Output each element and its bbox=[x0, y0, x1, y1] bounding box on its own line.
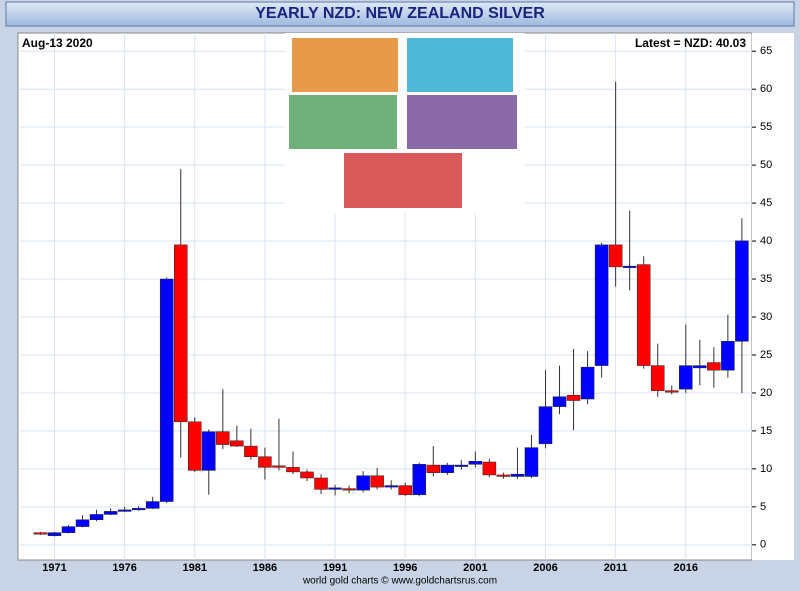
candle-body bbox=[159, 278, 174, 502]
footer: world gold charts © www.goldchartsrus.co… bbox=[302, 576, 497, 587]
x-tick-label: 2001 bbox=[463, 562, 487, 574]
candle-body bbox=[679, 365, 693, 390]
candle-body bbox=[300, 471, 314, 479]
x-tick-label: 1991 bbox=[323, 562, 347, 574]
candle-body bbox=[650, 365, 665, 391]
candle-body bbox=[89, 514, 104, 521]
candle-body bbox=[33, 532, 48, 535]
candle-body bbox=[482, 461, 497, 476]
y-tick-label: 35 bbox=[760, 273, 772, 285]
y-tick-label: 65 bbox=[760, 45, 772, 57]
candle-body bbox=[370, 475, 384, 488]
y-tick-label: 20 bbox=[760, 387, 772, 399]
candle-body bbox=[103, 511, 118, 515]
y-tick-label: 55 bbox=[760, 121, 772, 133]
candle-body bbox=[721, 341, 735, 371]
candle-body bbox=[426, 464, 441, 473]
y-tick-label: 15 bbox=[760, 425, 772, 437]
candle-body bbox=[117, 509, 132, 512]
candle-body bbox=[622, 265, 637, 268]
x-tick-label: 2016 bbox=[674, 562, 698, 574]
axis-area bbox=[752, 33, 794, 560]
candle-body bbox=[594, 244, 609, 366]
banknotes bbox=[285, 33, 525, 213]
candle-body bbox=[272, 465, 286, 468]
latest-label: Latest = NZD: 40.03 bbox=[635, 36, 746, 50]
candle-body bbox=[707, 362, 721, 371]
candle-body bbox=[566, 394, 581, 401]
candle-body bbox=[131, 508, 146, 511]
x-tick-label: 2006 bbox=[533, 562, 557, 574]
candle-body bbox=[384, 485, 398, 488]
candle-body bbox=[580, 366, 595, 400]
candle-body bbox=[61, 526, 76, 533]
candle-body bbox=[454, 464, 469, 467]
candle-body bbox=[510, 473, 525, 477]
candle-body bbox=[216, 431, 230, 445]
candle-body bbox=[552, 396, 567, 407]
x-tick-label: 1996 bbox=[393, 562, 417, 574]
candle-body bbox=[328, 487, 342, 490]
candle-body bbox=[286, 467, 300, 473]
x-tick-label: 1986 bbox=[253, 562, 277, 574]
candles bbox=[33, 81, 749, 537]
x-tick-label: 1981 bbox=[183, 562, 207, 574]
candle-body bbox=[244, 445, 258, 457]
x-tick-label: 1976 bbox=[112, 562, 136, 574]
candle-body bbox=[636, 264, 651, 366]
candle-body bbox=[398, 485, 412, 495]
candle-body bbox=[188, 421, 202, 471]
candle-body bbox=[314, 477, 328, 490]
y-tick-label: 40 bbox=[760, 235, 772, 247]
grid bbox=[18, 33, 752, 560]
candle-body bbox=[202, 431, 216, 471]
y-tick-label: 5 bbox=[760, 501, 766, 513]
candle-body bbox=[356, 475, 370, 491]
y-tick-label: 0 bbox=[760, 539, 766, 551]
candle-body bbox=[47, 532, 62, 536]
date-label: Aug-13 2020 bbox=[22, 36, 93, 50]
y-tick-label: 25 bbox=[760, 349, 772, 361]
candle-body bbox=[173, 244, 188, 423]
candle-body bbox=[608, 244, 623, 268]
candle-body bbox=[75, 519, 90, 527]
y-tick-label: 60 bbox=[760, 83, 772, 95]
candle-body bbox=[412, 464, 426, 495]
title-bar bbox=[5, 1, 795, 27]
y-tick-label: 45 bbox=[760, 197, 772, 209]
candle-body bbox=[538, 406, 553, 445]
candle-body bbox=[230, 440, 244, 447]
chart-title: YEARLY NZD: NEW ZEALAND SILVER bbox=[255, 5, 545, 22]
y-tick-label: 50 bbox=[760, 159, 772, 171]
x-tick-label: 1971 bbox=[42, 562, 66, 574]
candle-body bbox=[258, 456, 272, 468]
candle-body bbox=[440, 464, 455, 473]
candle-body bbox=[735, 240, 749, 342]
candle-body bbox=[145, 501, 160, 509]
candle-body bbox=[468, 461, 483, 465]
candle-body bbox=[496, 474, 511, 477]
candle-body bbox=[342, 488, 356, 491]
y-tick-label: 10 bbox=[760, 463, 772, 475]
y-tick-label: 30 bbox=[760, 311, 772, 323]
candle-body bbox=[524, 447, 539, 477]
candle-body bbox=[693, 365, 707, 369]
candle-body bbox=[665, 390, 679, 393]
x-tick-label: 2011 bbox=[604, 562, 628, 574]
